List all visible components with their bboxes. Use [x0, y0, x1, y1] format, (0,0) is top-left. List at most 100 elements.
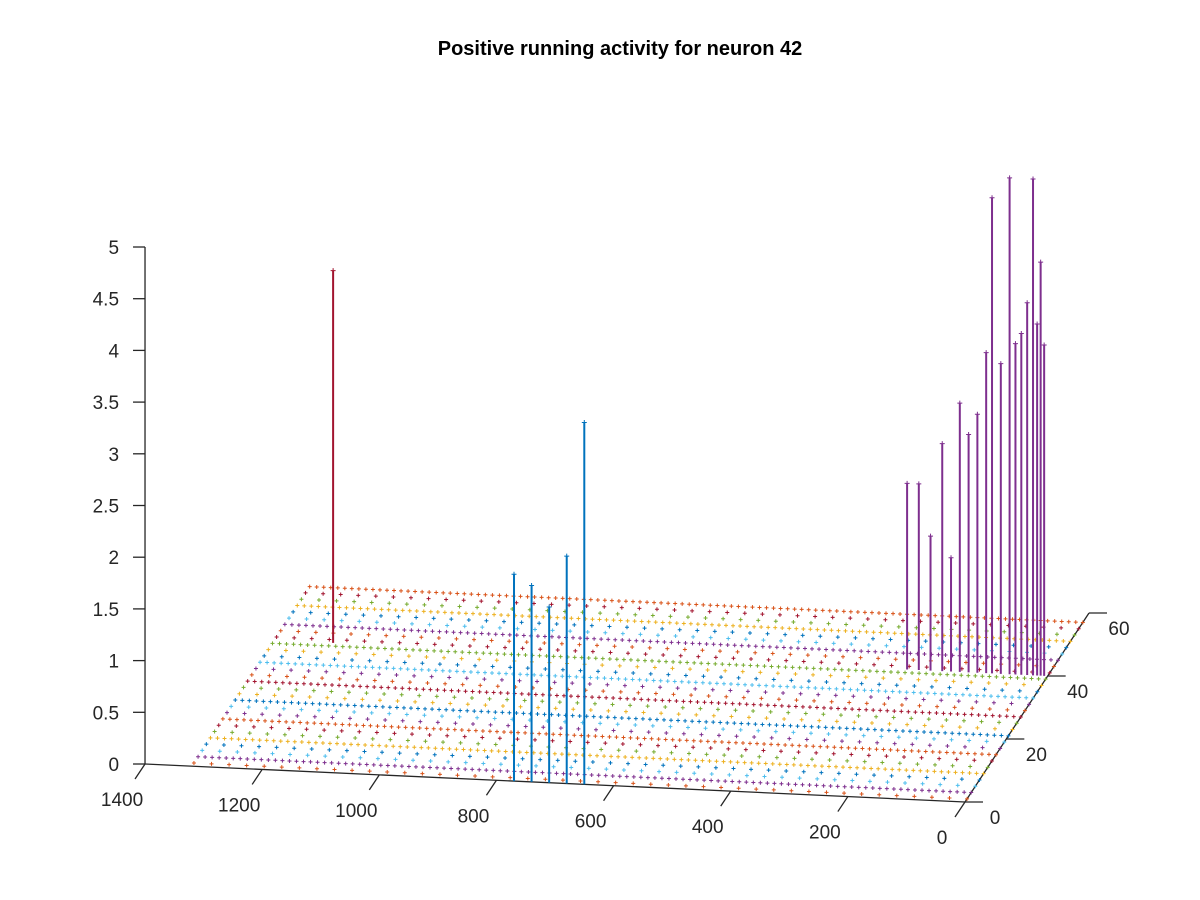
zero-marker: [358, 606, 363, 611]
zero-marker: [620, 638, 625, 643]
zero-marker: [584, 714, 589, 719]
zero-marker: [490, 774, 495, 779]
zero-marker: [776, 742, 781, 747]
zero-marker: [931, 626, 936, 631]
zero-marker: [401, 634, 406, 639]
zero-marker: [932, 691, 937, 696]
zero-marker: [734, 662, 739, 667]
zero-marker: [454, 747, 459, 752]
zero-marker: [750, 683, 755, 688]
zero-marker: [891, 715, 896, 720]
zero-marker: [816, 725, 821, 730]
zero-marker: [792, 684, 797, 689]
zero-marker: [490, 593, 495, 598]
zero-marker: [636, 690, 641, 695]
zero-marker: [608, 650, 613, 655]
zero-marker: [603, 773, 608, 778]
zero-marker: [772, 703, 777, 708]
zero-marker: [817, 647, 822, 652]
zero-marker: [602, 604, 607, 609]
zero-marker: [488, 651, 493, 656]
zero-marker: [339, 618, 344, 623]
zero-marker: [308, 682, 313, 687]
zero-marker: [969, 680, 974, 685]
zero-marker: [303, 701, 308, 706]
zero-marker: [522, 698, 527, 703]
zero-marker: [480, 625, 485, 630]
zero-marker: [477, 767, 482, 772]
zero-marker: [695, 699, 700, 704]
zero-marker: [873, 649, 878, 654]
zero-marker: [825, 744, 830, 749]
zero-marker: [375, 646, 380, 651]
zero-marker: [458, 740, 463, 745]
zero-marker: [217, 755, 222, 760]
zero-marker: [340, 754, 345, 759]
zero-marker: [939, 691, 944, 696]
zero-marker: [397, 751, 402, 756]
zero-marker: [439, 603, 444, 608]
zero-marker: [478, 683, 483, 688]
zero-marker: [514, 600, 519, 605]
zero-marker: [429, 674, 434, 679]
zero-marker: [851, 726, 856, 731]
zero-marker: [567, 596, 572, 601]
zero-marker: [368, 645, 373, 650]
zero-marker: [340, 644, 345, 649]
stem-marker: [529, 582, 535, 588]
zero-marker: [773, 729, 778, 734]
zero-marker: [416, 706, 421, 711]
zero-marker: [542, 640, 547, 645]
zero-marker: [653, 698, 658, 703]
zero-marker: [662, 717, 667, 722]
zero-marker: [240, 698, 245, 703]
z-tick-label: 0: [108, 755, 119, 776]
zero-marker: [694, 712, 699, 717]
zero-marker: [526, 770, 531, 775]
zero-marker: [922, 723, 927, 728]
zero-marker: [1010, 695, 1015, 700]
zero-marker: [673, 634, 678, 639]
zero-marker: [800, 704, 805, 709]
zero-marker: [986, 752, 991, 757]
zero-marker: [322, 682, 327, 687]
zero-marker: [1045, 618, 1050, 623]
zero-marker: [646, 730, 651, 735]
x-tick: [837, 796, 849, 812]
zero-marker: [480, 728, 485, 733]
zero-marker: [773, 619, 778, 624]
zero-marker: [568, 629, 573, 634]
zero-marker: [720, 662, 725, 667]
zero-marker: [592, 701, 597, 706]
zero-marker: [377, 743, 382, 748]
zero-marker: [797, 743, 802, 748]
zero-marker: [409, 628, 414, 633]
zero-marker: [987, 707, 992, 712]
zero-marker: [706, 661, 711, 666]
zero-marker: [810, 757, 815, 762]
zero-marker: [444, 707, 449, 712]
zero-marker: [1047, 638, 1052, 643]
zero-marker: [831, 641, 836, 646]
zero-marker: [404, 647, 409, 652]
zero-marker: [618, 689, 623, 694]
zero-marker: [962, 634, 967, 639]
zero-marker: [1005, 707, 1010, 712]
zero-marker: [299, 597, 304, 602]
zero-marker: [525, 666, 530, 671]
zero-marker: [912, 787, 917, 792]
zero-marker: [740, 669, 745, 674]
zero-marker: [341, 670, 346, 675]
zero-marker: [676, 640, 681, 645]
zero-marker: [590, 760, 595, 765]
zero-marker: [660, 620, 665, 625]
zero-marker: [1010, 727, 1015, 732]
zero-marker: [697, 719, 702, 724]
zero-marker: [828, 784, 833, 789]
zero-marker: [867, 746, 872, 751]
zero-marker: [754, 787, 759, 792]
zero-marker: [435, 720, 440, 725]
zero-marker: [929, 684, 934, 689]
zero-marker: [236, 737, 241, 742]
zero-marker: [335, 735, 340, 740]
